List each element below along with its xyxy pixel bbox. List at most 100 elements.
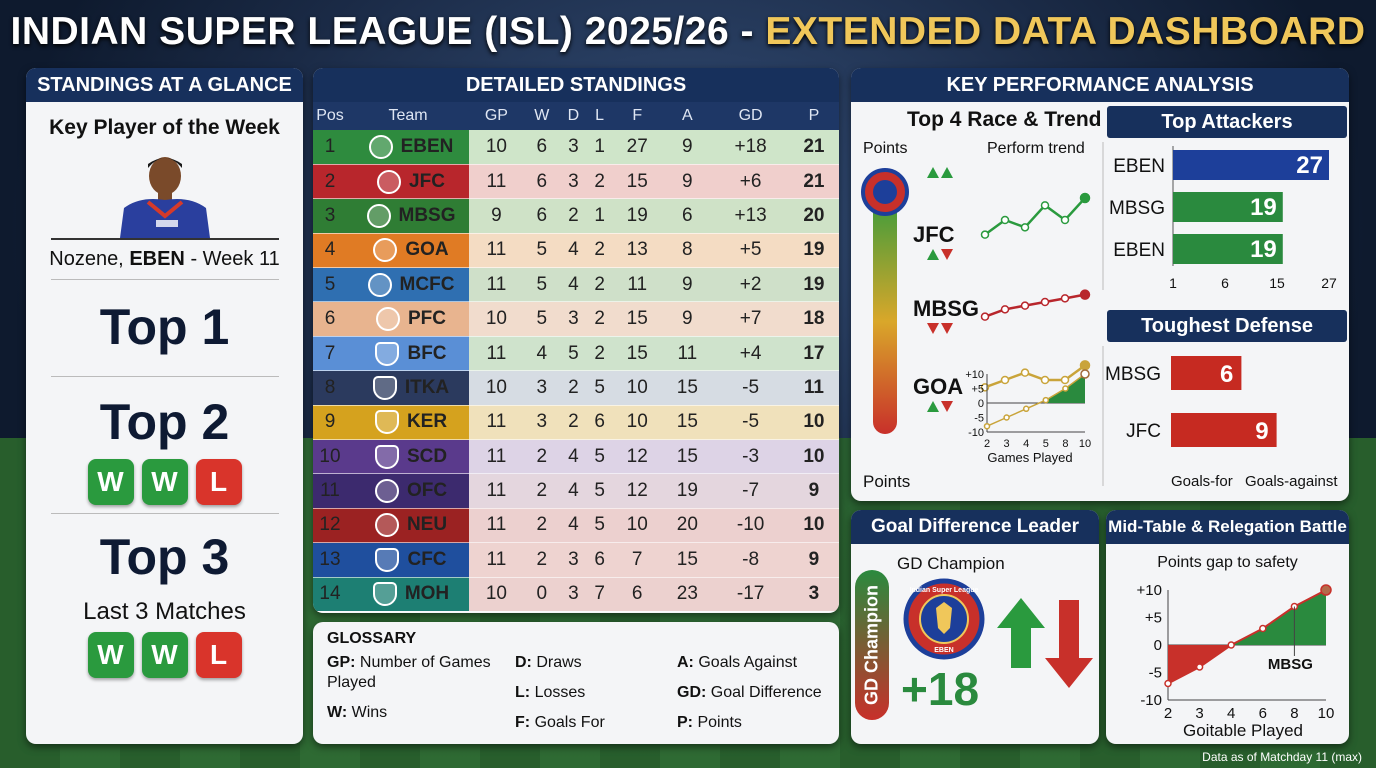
a-cell: 8 xyxy=(662,233,713,269)
team-cell: MCFC xyxy=(347,267,469,303)
a-cell: 11 xyxy=(662,336,713,372)
gp-cell: 11 xyxy=(469,405,524,441)
mt-point xyxy=(1195,663,1204,671)
p-cell: 17 xyxy=(788,336,839,372)
attacker-bar xyxy=(1173,192,1283,222)
gd-ribbon: GD Champion xyxy=(855,570,889,720)
trend-point xyxy=(1079,289,1091,300)
position-cell: 10 xyxy=(313,439,347,475)
title-highlight: EXTENDED DATA DASHBOARD xyxy=(765,10,1366,53)
mt-point xyxy=(1164,679,1172,688)
panel-header: DETAILED STANDINGS xyxy=(313,68,839,102)
points-label-bottom: Points xyxy=(863,472,911,491)
f-cell: 11 xyxy=(612,267,663,303)
glossary-title: GLOSSARY xyxy=(327,630,417,647)
mini-y-tick: +5 xyxy=(971,384,984,396)
glossary-abbr: D: xyxy=(515,654,532,671)
a-cell: 9 xyxy=(662,267,713,303)
last-3-label: Last 3 Matches xyxy=(83,598,246,625)
standings-table-body: 1 EBEN 10 6 3 1 27 9 +18 21 2 JFC 11 6 3 2 15 9 +6 21 3 MBSG 9… xyxy=(313,130,839,612)
p-cell: 3 xyxy=(788,577,839,612)
top-2-label: Top 2 xyxy=(99,394,230,450)
w-cell: 2 xyxy=(523,439,560,475)
a-cell: 19 xyxy=(662,473,713,509)
mt-y-tick: +5 xyxy=(1145,610,1162,627)
attacker-bar xyxy=(1173,234,1283,264)
trend-point xyxy=(1060,375,1070,385)
table-row: 6 PFC 10 5 3 2 15 9 +7 18 xyxy=(313,301,839,337)
glossary-desc: Goal Difference xyxy=(710,684,822,701)
up-down-arrows-icon xyxy=(997,598,1093,688)
f-cell: 12 xyxy=(612,473,663,509)
team-name: GOA xyxy=(405,239,449,261)
l-cell: 2 xyxy=(587,164,613,200)
trend-down-icon xyxy=(941,323,953,334)
defense-label: JFC xyxy=(1126,421,1161,442)
w-cell: 6 xyxy=(523,198,560,234)
gd-cell: +5 xyxy=(712,233,789,269)
mini-point xyxy=(983,422,991,430)
attacker-value: 19 xyxy=(1250,194,1277,221)
w-cell: 0 xyxy=(523,577,560,612)
column-header-a: A xyxy=(662,102,713,130)
l-cell: 7 xyxy=(587,577,613,612)
position-cell: 2 xyxy=(313,164,347,200)
a-cell: 23 xyxy=(662,577,713,612)
trend-down-icon xyxy=(927,323,939,334)
glossary-abbr: W: xyxy=(327,704,348,721)
glossary-item: F: Goals For xyxy=(515,713,685,733)
key-player-title: Key Player of the Week xyxy=(49,116,280,139)
gp-cell: 10 xyxy=(469,577,524,612)
l-cell: 2 xyxy=(587,233,613,269)
glossary-item: P: Points xyxy=(677,713,839,733)
mt-y-tick: -10 xyxy=(1140,692,1162,709)
team-name: NEU xyxy=(406,514,448,536)
team-name: JFC xyxy=(409,170,445,192)
column-header-team: Team xyxy=(347,102,469,130)
f-cell: 15 xyxy=(612,301,663,337)
team-crest-icon xyxy=(375,547,400,572)
f-cell: 13 xyxy=(612,233,663,269)
a-cell: 20 xyxy=(662,508,713,544)
defense-bar xyxy=(1171,413,1277,447)
glossary-abbr: P: xyxy=(677,714,693,731)
gd-value: +18 xyxy=(901,663,980,715)
mini-x-tick: 5 xyxy=(1043,438,1049,450)
position-cell: 5 xyxy=(313,267,347,303)
gp-cell: 11 xyxy=(469,439,524,475)
f-cell: 10 xyxy=(612,405,663,441)
gp-cell: 9 xyxy=(469,198,524,234)
glossary-abbr: L: xyxy=(515,684,531,701)
glossary-item: L: Losses xyxy=(515,683,685,703)
team-name: EBEN xyxy=(400,135,454,157)
mt-point xyxy=(1320,584,1332,596)
team-crest-icon xyxy=(374,444,399,469)
table-row: 9 KER 11 3 2 6 10 15 -5 10 xyxy=(313,405,839,441)
trend-point xyxy=(1040,297,1050,307)
page-title: INDIAN SUPER LEAGUE (ISL) 2025/26 - EXTE… xyxy=(0,10,1376,54)
p-cell: 20 xyxy=(788,198,839,234)
p-cell: 18 xyxy=(788,301,839,337)
title-main: INDIAN SUPER LEAGUE (ISL) 2025/26 - xyxy=(10,10,766,53)
mini-x-tick: 8 xyxy=(1062,438,1068,450)
l-cell: 1 xyxy=(587,198,613,234)
team-cell: GOA xyxy=(347,233,469,269)
team-cell: MOH xyxy=(347,577,469,612)
l-cell: 2 xyxy=(587,301,613,337)
team-cell: KER xyxy=(347,405,469,441)
w-cell: 3 xyxy=(523,405,560,441)
mini-y-tick: -5 xyxy=(974,413,984,425)
team-cell: BFC xyxy=(347,336,469,372)
gp-cell: 11 xyxy=(469,267,524,303)
team-name: OFC xyxy=(406,480,448,502)
attacker-label: MBSG xyxy=(1109,198,1165,219)
attacker-label: EBEN xyxy=(1113,240,1165,261)
table-row: 2 JFC 11 6 3 2 15 9 +6 21 xyxy=(313,164,839,200)
top-attackers-header: Top Attackers xyxy=(1107,106,1347,138)
table-row: 8 ITKA 10 3 2 5 10 15 -5 11 xyxy=(313,370,839,406)
trend-point xyxy=(980,230,990,239)
eben-crest-icon: Indian Super League EBEN xyxy=(903,578,985,660)
left.top2_form-badge-w: W xyxy=(87,459,134,505)
